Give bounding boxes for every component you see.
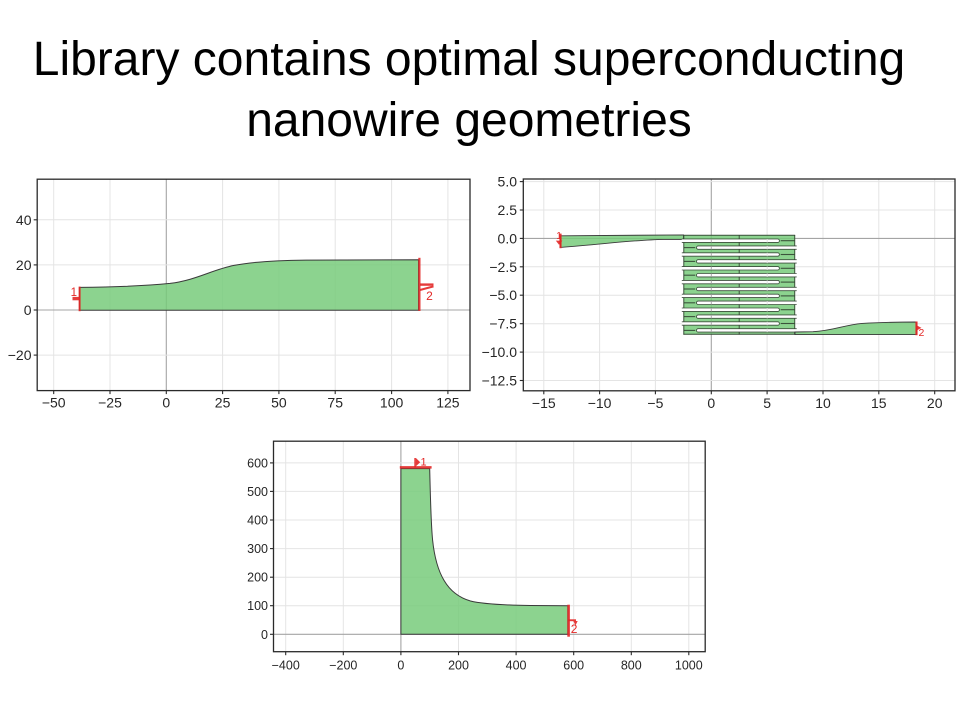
svg-text:5.0: 5.0 [498, 174, 518, 190]
svg-text:0: 0 [162, 395, 170, 411]
svg-text:−400: −400 [272, 659, 300, 673]
svg-text:−25: −25 [98, 395, 122, 411]
svg-text:−10: −10 [588, 395, 612, 411]
svg-text:nanowire geometries: nanowire geometries [246, 94, 692, 147]
svg-text:400: 400 [247, 514, 268, 528]
svg-text:200: 200 [448, 659, 469, 673]
svg-text:−12.5: −12.5 [482, 373, 518, 389]
svg-text:100: 100 [247, 599, 268, 613]
svg-text:600: 600 [247, 456, 268, 470]
svg-text:0: 0 [397, 659, 404, 673]
svg-text:75: 75 [327, 395, 343, 411]
svg-text:2: 2 [426, 289, 433, 303]
svg-text:25: 25 [215, 395, 231, 411]
svg-text:−5: −5 [647, 395, 663, 411]
svg-text:−5.0: −5.0 [489, 287, 517, 303]
svg-text:0: 0 [261, 628, 268, 642]
svg-text:5: 5 [763, 395, 771, 411]
svg-text:20: 20 [927, 395, 943, 411]
svg-text:1: 1 [421, 457, 427, 469]
svg-text:−2.5: −2.5 [489, 259, 517, 275]
svg-text:500: 500 [247, 485, 268, 499]
svg-text:0.0: 0.0 [498, 230, 518, 246]
svg-text:0: 0 [707, 395, 715, 411]
svg-text:20: 20 [16, 257, 32, 273]
svg-text:100: 100 [380, 395, 404, 411]
svg-text:0: 0 [24, 302, 32, 318]
svg-text:2: 2 [571, 622, 578, 636]
svg-text:−200: −200 [329, 659, 357, 673]
svg-text:−15: −15 [532, 395, 556, 411]
svg-text:50: 50 [271, 395, 287, 411]
svg-text:1: 1 [71, 287, 77, 299]
svg-text:10: 10 [815, 395, 831, 411]
svg-text:−50: −50 [42, 395, 66, 411]
svg-text:300: 300 [247, 542, 268, 556]
svg-text:800: 800 [621, 659, 642, 673]
svg-text:400: 400 [506, 659, 527, 673]
svg-text:200: 200 [247, 571, 268, 585]
svg-text:40: 40 [16, 212, 32, 228]
svg-text:1: 1 [556, 231, 562, 242]
svg-text:1000: 1000 [675, 659, 703, 673]
svg-text:15: 15 [871, 395, 887, 411]
svg-text:2: 2 [919, 327, 925, 339]
svg-text:−7.5: −7.5 [489, 316, 517, 332]
svg-text:−10.0: −10.0 [482, 344, 518, 360]
svg-text:Library contains optimal super: Library contains optimal superconducting [33, 33, 905, 86]
svg-text:2.5: 2.5 [498, 202, 518, 218]
svg-text:−20: −20 [8, 347, 32, 363]
svg-text:600: 600 [563, 659, 584, 673]
svg-text:125: 125 [436, 395, 460, 411]
